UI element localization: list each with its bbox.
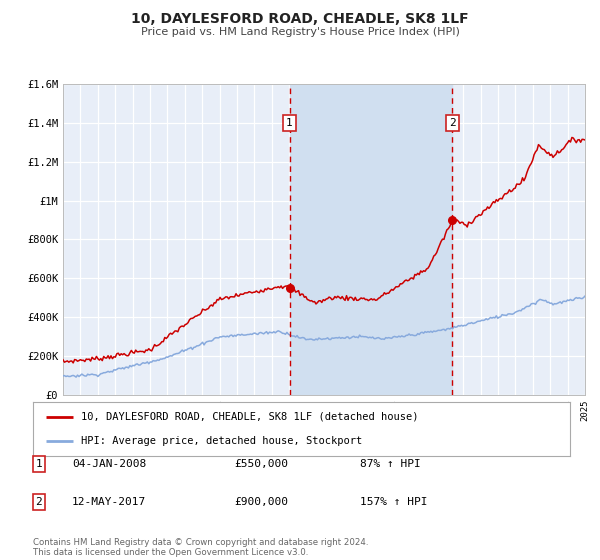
Text: 157% ↑ HPI: 157% ↑ HPI (360, 497, 427, 507)
Text: Price paid vs. HM Land Registry's House Price Index (HPI): Price paid vs. HM Land Registry's House … (140, 27, 460, 37)
Text: 1: 1 (286, 118, 293, 128)
Text: 2: 2 (35, 497, 43, 507)
Text: 10, DAYLESFORD ROAD, CHEADLE, SK8 1LF (detached house): 10, DAYLESFORD ROAD, CHEADLE, SK8 1LF (d… (82, 412, 419, 422)
Text: HPI: Average price, detached house, Stockport: HPI: Average price, detached house, Stoc… (82, 436, 362, 446)
Text: £550,000: £550,000 (234, 459, 288, 469)
Text: 2: 2 (449, 118, 455, 128)
Text: 1: 1 (35, 459, 43, 469)
Text: Contains HM Land Registry data © Crown copyright and database right 2024.
This d: Contains HM Land Registry data © Crown c… (33, 538, 368, 557)
Text: 04-JAN-2008: 04-JAN-2008 (72, 459, 146, 469)
Text: 87% ↑ HPI: 87% ↑ HPI (360, 459, 421, 469)
Text: £900,000: £900,000 (234, 497, 288, 507)
Text: 10, DAYLESFORD ROAD, CHEADLE, SK8 1LF: 10, DAYLESFORD ROAD, CHEADLE, SK8 1LF (131, 12, 469, 26)
Text: 12-MAY-2017: 12-MAY-2017 (72, 497, 146, 507)
Bar (290, 84, 452, 395)
